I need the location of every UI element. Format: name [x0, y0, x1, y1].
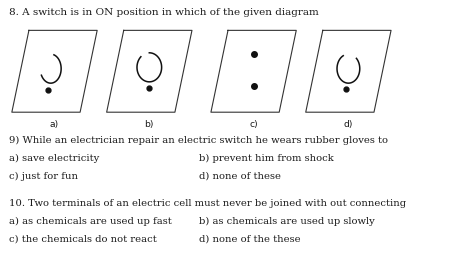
Text: b): b) — [145, 120, 154, 129]
Text: d): d) — [344, 120, 353, 129]
Text: 9) While an electrician repair an electric switch he wears rubber gloves to: 9) While an electrician repair an electr… — [9, 136, 389, 145]
Text: b) prevent him from shock: b) prevent him from shock — [199, 154, 334, 163]
Text: c): c) — [249, 120, 258, 129]
Text: a) as chemicals are used up fast: a) as chemicals are used up fast — [9, 217, 172, 226]
Text: a) save electricity: a) save electricity — [9, 154, 100, 163]
Text: d) none of these: d) none of these — [199, 172, 281, 181]
Text: a): a) — [50, 120, 59, 129]
Text: 10. Two terminals of an electric cell must never be joined with out connecting: 10. Two terminals of an electric cell mu… — [9, 199, 407, 208]
Text: c) just for fun: c) just for fun — [9, 172, 79, 181]
Text: c) the chemicals do not react: c) the chemicals do not react — [9, 235, 157, 244]
Text: b) as chemicals are used up slowly: b) as chemicals are used up slowly — [199, 217, 375, 226]
Text: 8. A switch is in ON position in which of the given diagram: 8. A switch is in ON position in which o… — [9, 8, 319, 17]
Text: d) none of the these: d) none of the these — [199, 235, 301, 244]
